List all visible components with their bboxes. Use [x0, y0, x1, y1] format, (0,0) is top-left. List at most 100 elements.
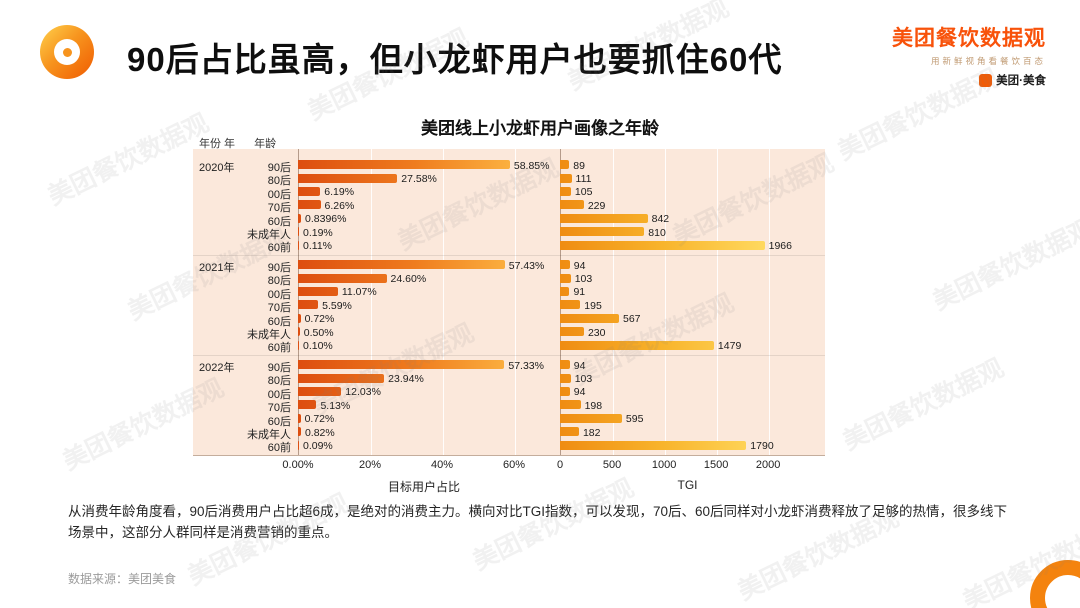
chart-row: 2021年 90后 57.43% 94	[193, 258, 825, 275]
share-value: 0.82%	[304, 426, 335, 439]
share-bar-cell: 24.60%	[298, 271, 550, 285]
tgi-bar	[560, 360, 570, 370]
share-bar	[298, 260, 505, 270]
gridline	[443, 149, 444, 455]
share-bar	[298, 160, 510, 170]
column-header-year: 年份 年	[199, 138, 236, 150]
tgi-bar-cell: 810	[560, 225, 815, 239]
age-label: 90后	[267, 262, 291, 274]
x-tick: 0.00%	[282, 459, 314, 471]
share-bar-cell: 0.50%	[298, 325, 550, 339]
tgi-value: 1479	[717, 339, 742, 352]
tgi-bar-cell: 1966	[560, 238, 815, 252]
age-label: 60后	[267, 215, 291, 228]
brand-block: 美团餐饮数据观 用新鲜视角看餐饮百态 美团·美食	[892, 22, 1046, 88]
chart-row: 70后 5.59% 195	[193, 298, 825, 315]
chart-row: 60前 0.09% 1790	[193, 438, 825, 455]
share-value: 57.33%	[508, 359, 544, 372]
data-source: 数据来源：美团美食	[68, 572, 177, 586]
share-bar	[298, 373, 385, 383]
age-label: 90后	[267, 362, 291, 374]
chart-row: 70后 5.13% 198	[193, 398, 825, 415]
share-value: 12.03%	[345, 386, 381, 399]
tgi-bar-cell: 111	[560, 171, 815, 185]
tgi-bar	[560, 300, 581, 310]
tgi-bar	[560, 213, 648, 223]
tgi-value: 105	[574, 186, 593, 199]
tgi-bar	[560, 313, 619, 323]
share-bar	[298, 286, 338, 296]
tgi-bar-cell: 89	[560, 158, 815, 172]
age-label: 80后	[267, 175, 291, 188]
tgi-value: 94	[573, 359, 586, 372]
tgi-value: 229	[587, 199, 606, 212]
x-tick: 2000	[755, 459, 781, 471]
gridline	[769, 149, 771, 455]
tgi-bar-cell: 103	[560, 371, 815, 385]
tgi-value: 103	[574, 372, 593, 385]
year-label: 2022年	[199, 362, 235, 374]
chart-row: 未成年人 0.50% 230	[193, 325, 825, 342]
tgi-bar	[560, 413, 622, 423]
tgi-bar-cell: 198	[560, 398, 815, 412]
tgi-bar	[560, 327, 584, 337]
age-label: 未成年人	[247, 229, 291, 241]
tgi-bar	[560, 186, 571, 196]
share-value: 6.19%	[324, 186, 355, 199]
share-value: 0.50%	[303, 326, 334, 339]
chart-row: 00后 11.07% 91	[193, 285, 825, 301]
brand-sub-name: 美团·美食	[996, 75, 1046, 87]
share-bar	[298, 400, 317, 410]
meituan-logo-icon	[979, 73, 993, 87]
chart-row: 00后 6.19% 105	[193, 185, 825, 201]
share-bar	[298, 440, 299, 450]
tgi-bar	[560, 160, 570, 170]
chart-row: 60后 0.72% 567	[193, 312, 825, 328]
chart-row: 80后 23.94% 103	[193, 371, 825, 388]
share-value: 6.26%	[324, 199, 355, 212]
share-value: 5.59%	[322, 299, 352, 312]
chart-panel: 2020年 90后 58.85% 89 80后 27.58% 111 00后 6.19% 105 7…	[193, 149, 825, 456]
share-value: 5.13%	[320, 399, 351, 412]
age-label: 60前	[267, 342, 291, 355]
share-bar-cell: 27.58%	[298, 171, 550, 185]
chart-row: 70后 6.26% 229	[193, 198, 825, 215]
gridline	[515, 149, 516, 455]
tgi-bar	[560, 200, 584, 210]
age-label: 90后	[267, 162, 291, 174]
tgi-bar-cell: 94	[560, 385, 815, 398]
tgi-bar-cell: 1790	[560, 438, 815, 452]
meituan-data-logo-icon	[40, 25, 94, 79]
x-tick: 20%	[358, 459, 382, 471]
tgi-value: 810	[648, 226, 666, 239]
share-bar-cell: 0.82%	[298, 425, 550, 439]
tgi-bar-cell: 105	[560, 185, 815, 198]
tgi-bar-cell: 842	[560, 212, 815, 225]
share-bar	[298, 327, 300, 337]
brand-name: 美团餐饮数据观	[892, 27, 1046, 50]
share-bar-cell: 6.26%	[298, 198, 550, 212]
chart-row: 80后 24.60% 103	[193, 271, 825, 288]
share-bar	[298, 313, 301, 323]
share-axis-label: 目标用户占比	[387, 480, 460, 494]
share-value: 58.85%	[513, 159, 550, 172]
share-value: 0.19%	[303, 226, 333, 239]
share-bar-cell: 57.33%	[298, 358, 550, 372]
gridline	[613, 149, 615, 455]
tgi-bar-cell: 182	[560, 425, 815, 439]
share-bar	[298, 200, 321, 210]
chart-row: 00后 12.03% 94	[193, 385, 825, 401]
column-header-age: 年龄	[254, 138, 277, 150]
share-bar-cell: 0.11%	[298, 238, 550, 252]
age-label: 00后	[267, 288, 291, 301]
age-label: 70后	[267, 402, 291, 415]
analysis-text: 从消费年龄角度看，90后消费用户占比超6成，是绝对的消费主力。横向对比TGI指数…	[68, 504, 1008, 540]
share-value: 0.11%	[303, 239, 332, 252]
share-bar-cell: 0.19%	[298, 225, 550, 239]
tgi-value: 198	[584, 399, 603, 412]
tgi-bar-cell: 1479	[560, 338, 815, 352]
tgi-value: 89	[573, 159, 585, 172]
share-bar-cell: 0.72%	[298, 312, 550, 325]
tgi-bar	[560, 260, 570, 270]
chart-row: 60前 0.10% 1479	[193, 338, 825, 355]
